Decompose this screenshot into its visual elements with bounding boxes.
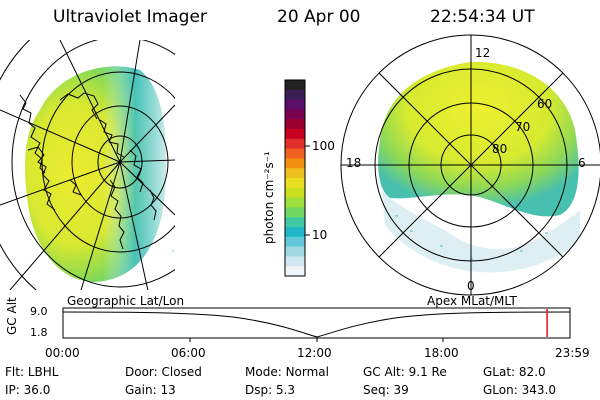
right-aurora-oval [378,61,579,217]
mlt-label-12: 12 [475,46,491,60]
right-map-caption: Apex MLat/MLT [427,294,517,308]
colorbar-segment [285,197,305,208]
colorbar-segment [285,256,305,267]
colorbar-segment [285,227,305,238]
colorbar-segment [285,178,305,189]
colorbar-segment [285,109,305,120]
colorbar-segment [285,138,305,150]
colorbar-segment [285,129,305,140]
mlt-label-18: 18 [346,156,362,170]
colorbar [285,80,305,277]
instrument-title: Ultraviolet Imager [53,7,207,27]
status-flt: Flt: LBHL [5,365,59,379]
left-lat-circles [0,40,175,290]
timeline-axis-label: GC Alt [5,297,19,335]
left-aurora-edge [25,66,166,282]
image-date: 20 Apr 00 [277,7,361,27]
left-noise-speckles [172,250,174,252]
timeline-x-tick-0000: 00:00 [45,346,80,360]
status-door: Door: Closed [125,365,202,379]
gc-alt-curve [62,311,571,338]
colorbar-segment [285,266,305,277]
timeline-x-tick-1200: 12:00 [297,346,332,360]
timeline-x-tick-2359: 23:59 [555,346,590,360]
mlt-label-6: 6 [578,156,586,170]
mlat-label-80: 80 [492,142,508,156]
colorbar-segment [285,89,305,101]
status-ip: IP: 36.0 [5,383,51,397]
colorbar-segment [285,80,305,91]
left-map-caption: Geographic Lat/Lon [67,294,185,308]
colorbar-tick-label-10: 10 [312,228,328,242]
colorbar-segment [285,217,305,228]
timeline-x-ticks [189,338,444,342]
status-dsp: Dsp: 5.3 [245,383,296,397]
geographic-map [0,40,175,290]
status-gain: Gain: 13 [125,383,176,397]
colorbar-segment [285,207,305,218]
mlat-label-60: 60 [537,97,553,111]
colorbar-segment [285,246,305,257]
status-seq: Seq: 39 [363,383,409,397]
colorbar-segment [285,158,305,169]
colorbar-frame [284,79,306,277]
colorbar-unit-label: photon cm⁻²s⁻¹ [262,151,276,244]
timeline-x-tick-1800: 18:00 [424,346,459,360]
colorbar-segment [285,187,305,199]
colorbar-segment [285,168,305,179]
status-glat: GLat: 82.0 [483,365,546,379]
status-glon: GLon: 343.0 [483,383,556,397]
apex-map [340,34,600,296]
mlt-label-0: 0 [467,279,475,293]
timeline-x-tick-0600: 06:00 [171,346,206,360]
colorbar-segment [285,236,305,248]
colorbar-segment [285,148,305,159]
apex-mlt-spokes [341,35,600,295]
left-coastlines [19,92,157,250]
status-gc-alt: GC Alt: 9.1 Re [363,365,447,379]
colorbar-segment [285,99,305,110]
image-time: 22:54:34 UT [430,7,535,27]
left-meridians [0,40,175,290]
mlat-label-70: 70 [515,120,531,134]
colorbar-segment [285,119,305,130]
colorbar-tick-label-100: 100 [312,139,335,153]
timeline-y-tick-9: 9.0 [30,305,48,318]
timeline-plot [62,307,571,342]
right-diffuse-band [382,190,580,273]
timeline-y-tick-1-8: 1.8 [30,326,48,339]
status-mode: Mode: Normal [245,365,329,379]
